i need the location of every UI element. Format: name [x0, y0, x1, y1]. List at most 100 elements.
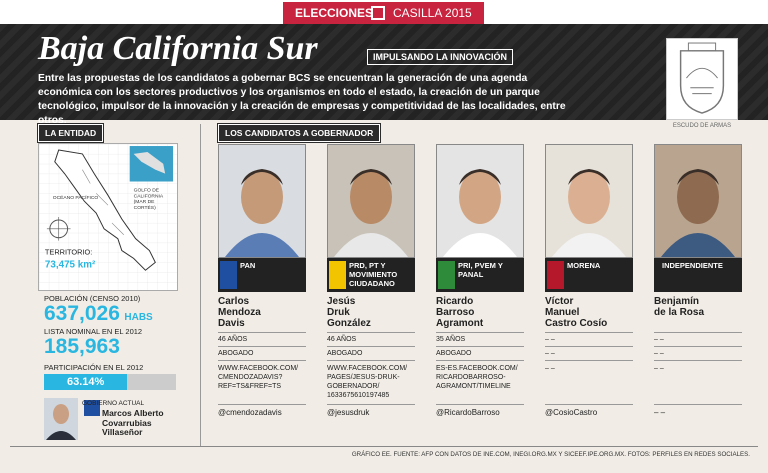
twitter: @jesusdruk: [327, 404, 415, 420]
profession: – –: [545, 346, 633, 360]
web-line: WWW.FACEBOOK.COM/: [327, 365, 408, 372]
name-line: Barroso: [436, 307, 475, 318]
age: – –: [654, 332, 742, 346]
name-line: Manuel: [545, 307, 580, 318]
candidate-photo: [436, 144, 524, 258]
party: MORENA: [545, 258, 633, 292]
banner-right: CASILLA 2015: [393, 6, 472, 20]
divider: [200, 124, 201, 446]
name-line: Castro Cosío: [545, 318, 608, 329]
twitter: @CosioCastro: [545, 404, 633, 420]
candidate: INDEPENDIENTE Benjamín de la Rosa – – – – – –…: [654, 144, 742, 420]
profession: ABOGADO: [327, 346, 415, 360]
crest-caption: ESCUDO DE ARMAS: [672, 123, 732, 129]
nominal: 185,963: [44, 335, 120, 358]
twitter: – –: [654, 404, 742, 420]
web-line: PAGES/JESUS-DRUK-: [327, 374, 400, 381]
header: [0, 24, 768, 120]
party-logo: [84, 400, 100, 416]
candidate-name: Ricardo Barroso Agramont: [436, 296, 524, 332]
web-line: GOBERNADOR/: [327, 383, 380, 390]
name-line: Ricardo: [436, 296, 474, 307]
website: – –: [545, 360, 633, 404]
party: INDEPENDIENTE: [654, 258, 742, 292]
age: 46 AÑOS: [327, 332, 415, 346]
population-unit: HABS: [124, 312, 153, 323]
ballot-icon: [371, 6, 385, 20]
nominal-label: LISTA NOMINAL EN EL 2012: [44, 327, 143, 336]
name-line: Jesús: [327, 296, 356, 307]
name-line: González: [327, 318, 371, 329]
age: – –: [545, 332, 633, 346]
party-logo: [547, 261, 564, 289]
party: PRI, PVEM Y PANAL: [436, 258, 524, 292]
name-line: Mendoza: [218, 307, 261, 318]
party-name: PRI, PVEM Y PANAL: [458, 261, 503, 279]
party-logo: [329, 261, 346, 289]
governor-photo: [44, 398, 78, 440]
party-name: PAN: [240, 261, 256, 270]
website: WWW.FACEBOOK.COM/CMENDOZADAVIS? REF=TS&FR…: [218, 360, 306, 404]
profession: ABOGADO: [218, 346, 306, 360]
age: 35 AÑOS: [436, 332, 524, 346]
intro: Entre las propuestas de los candidatos a…: [38, 73, 566, 126]
web-line: AGRAMONT/TIMELINE: [436, 383, 511, 390]
web-line: 1633675610197485: [327, 392, 390, 399]
badge: IMPULSANDO LA INNOVACIÓN: [367, 49, 513, 65]
website: WWW.FACEBOOK.COM/PAGES/JESUS-DRUK- GOBERN…: [327, 360, 415, 404]
participation-label: PARTICIPACIÓN EN EL 2012: [44, 363, 144, 372]
footer-rule: [10, 446, 758, 447]
party-name: MORENA: [567, 261, 601, 270]
party-logo: [438, 261, 455, 289]
profession: – –: [654, 346, 742, 360]
candidate: PRI, PVEM Y PANAL Ricardo Barroso Agramont 3…: [436, 144, 524, 420]
portrait: [328, 145, 414, 257]
candidate-name: Jesús Druk González: [327, 296, 415, 332]
territory: 73,475 km²: [45, 259, 96, 270]
age: 46 AÑOS: [218, 332, 306, 346]
name-line: Agramont: [436, 318, 484, 329]
name-line: de la Rosa: [654, 307, 705, 318]
portrait: [437, 145, 523, 257]
population-label: POBLACIÓN (CENSO 2010): [44, 294, 141, 303]
website: – –: [654, 360, 742, 404]
candidate-photo: [218, 144, 306, 258]
party: PRD, PT Y MOVIMIENTO CIUDADANO: [327, 258, 415, 292]
governor-label: GOBIERNO ACTUAL: [82, 400, 145, 407]
party-name: INDEPENDIENTE: [662, 261, 723, 270]
participation-bar: 63.14%: [44, 374, 128, 390]
candidate-photo: [654, 144, 742, 258]
name-line: Benjamín: [654, 296, 700, 307]
title: Baja California Sur: [38, 30, 318, 67]
map-label: GOLFO DE CALIFORNIA (MAR DE CORTÉS): [133, 187, 163, 212]
map-label: OCÉANO PACÍFICO: [53, 194, 99, 201]
candidate-photo: [545, 144, 633, 258]
banner: ELECCIONES CASILLA 2015: [283, 2, 484, 24]
banner-left: ELECCIONES: [295, 6, 374, 20]
web-line: REF=TS&FREF=TS: [218, 383, 282, 390]
candidate: PAN Carlos Mendoza Davis 46 AÑOS ABOGADO WWW.F…: [218, 144, 306, 420]
portrait: [655, 145, 741, 257]
web-line: – –: [545, 365, 555, 372]
profession: ABOGADO: [436, 346, 524, 360]
governor-name: Marcos Alberto Covarrubias Villaseñor: [102, 408, 164, 437]
party: PAN: [218, 258, 306, 292]
crest: [666, 38, 738, 120]
twitter: @RicardoBarroso: [436, 404, 524, 420]
portrait: [219, 145, 305, 257]
map: OCÉANO PACÍFICO GOLFO DE CALIFORNIA (MAR…: [38, 143, 178, 291]
web-line: ES-ES.FACEBOOK.COM/: [436, 365, 518, 372]
name-line: Víctor: [545, 296, 574, 307]
web-line: WWW.FACEBOOK.COM/: [218, 365, 299, 372]
territory-label: TERRITORIO:: [45, 247, 92, 256]
web-line: – –: [654, 365, 664, 372]
party-name: PRD, PT Y MOVIMIENTO CIUDADANO: [349, 261, 398, 288]
population: 637,026: [44, 302, 120, 325]
web-line: RICARDOBARROSO-: [436, 374, 506, 381]
website: ES-ES.FACEBOOK.COM/RICARDOBARROSO- AGRAMO…: [436, 360, 524, 404]
name-line: Druk: [327, 307, 350, 318]
candidate-photo: [327, 144, 415, 258]
name-line: Carlos: [218, 296, 250, 307]
footer: GRÁFICO EE. FUENTE: AFP CON DATOS DE INE…: [351, 451, 750, 458]
